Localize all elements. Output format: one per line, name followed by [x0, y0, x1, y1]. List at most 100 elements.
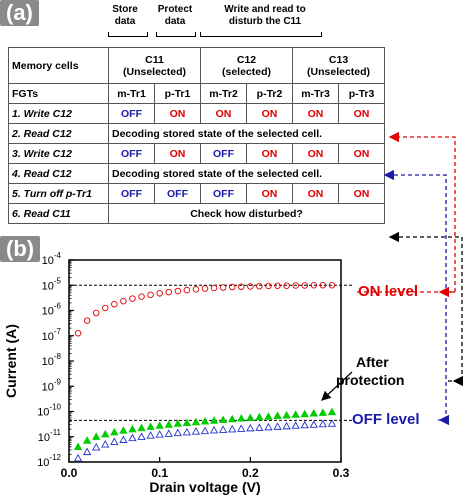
data-point — [82, 436, 92, 444]
data-point — [309, 408, 318, 417]
protection-label: protection — [336, 372, 404, 388]
data-point — [119, 426, 128, 434]
x-axis-label: Drain voltage (V) — [149, 479, 260, 495]
data-point — [237, 424, 246, 432]
data-point — [137, 432, 146, 440]
data-point — [237, 413, 246, 422]
step-row-6: 6. Read C11 Check how disturbed? — [8, 203, 386, 224]
cell-c13-header: C13 (Unselected) — [292, 47, 386, 84]
data-point — [73, 453, 83, 462]
data-point — [282, 410, 291, 419]
after-protection-pointer — [321, 371, 353, 401]
data-point — [274, 282, 281, 290]
panel-a-label: (a) — [0, 0, 39, 26]
data-point — [92, 432, 101, 440]
step-label: 5. Turn off p-Tr1 — [8, 183, 109, 204]
brace-protect — [156, 32, 196, 37]
data-point — [273, 411, 282, 419]
state-cell: ON — [338, 183, 386, 204]
data-point — [155, 421, 164, 429]
data-point — [209, 425, 219, 434]
table-header-row: Memory cells C11 (Unselected) C12 (selecte… — [8, 47, 386, 84]
data-point — [156, 290, 163, 297]
data-point — [292, 282, 299, 289]
data-point — [92, 309, 100, 317]
data-point — [73, 442, 83, 451]
data-point — [165, 288, 172, 296]
data-point — [111, 300, 118, 308]
step-row-2: 2. Read C12 Decoding stored state of the… — [8, 123, 386, 144]
data-point — [102, 304, 109, 312]
fgt-row: FGTs m-Tr1 p-Tr1 m-Tr2 p-Tr2 m-Tr3 p-Tr3 — [8, 83, 386, 104]
off-level-label: OFF level — [352, 411, 420, 428]
axes-layer: 10-410-510-610-710-810-910-1010-1110-120… — [37, 251, 353, 480]
data-point — [265, 282, 272, 290]
data-point — [174, 287, 182, 295]
data-point — [110, 427, 119, 436]
data-point — [182, 418, 192, 427]
data-point — [310, 282, 318, 289]
x-tick-label: 0.2 — [242, 466, 259, 480]
data-point — [173, 419, 182, 427]
state-cell: OFF — [108, 143, 155, 164]
data-point — [319, 282, 327, 289]
plot-frame — [68, 259, 342, 463]
state-cell: OFF — [200, 143, 248, 164]
data-point — [146, 431, 155, 439]
on-level-label: ON level — [358, 283, 418, 300]
data-point — [201, 285, 209, 292]
data-point — [246, 413, 255, 421]
data-point — [101, 439, 110, 448]
data-point — [210, 284, 218, 292]
data-point — [255, 423, 264, 431]
data-point — [191, 417, 201, 426]
data-point — [327, 419, 337, 427]
data-point — [129, 295, 136, 302]
x-tick-label: 0.0 — [61, 466, 78, 480]
data-point — [228, 414, 237, 423]
data-point — [300, 409, 309, 418]
data-point — [264, 422, 273, 431]
data-point — [173, 428, 182, 437]
brace-write-read — [200, 32, 322, 37]
y-tick-label: 10-11 — [38, 428, 62, 444]
header-store-data: Store data — [112, 4, 138, 27]
cell-c12-header: C12 (selected) — [200, 47, 294, 84]
state-cell: OFF — [108, 103, 155, 124]
fgt-m-tr3: m-Tr3 — [292, 83, 340, 104]
data-point — [256, 283, 263, 290]
data-point — [264, 412, 273, 420]
data-point — [238, 283, 245, 291]
data-point — [219, 284, 227, 291]
data-point — [120, 297, 127, 305]
data-point — [328, 282, 336, 289]
data-point — [273, 422, 282, 430]
step-row-3: 3. Write C12 OFF ON OFF ON ON ON — [8, 143, 386, 164]
data-point — [138, 293, 145, 300]
span-cell: Check how disturbed? — [107, 203, 386, 224]
data-point — [164, 429, 173, 437]
data-point — [291, 421, 300, 429]
data-point — [282, 421, 291, 430]
header-write-read: Write and read to disturb the C11 — [224, 4, 306, 27]
data-point — [318, 419, 328, 428]
data-point — [192, 286, 200, 293]
y-tick-label: 10-9 — [42, 377, 62, 393]
y-tick-label: 10-4 — [42, 251, 62, 267]
panel-b-label: (b) — [0, 236, 41, 262]
y-tick-label: 10-10 — [37, 403, 61, 419]
data-point — [191, 427, 201, 435]
y-tick-label: 10-7 — [42, 327, 62, 343]
data-point — [255, 412, 264, 421]
data-layer — [73, 282, 337, 462]
data-point — [247, 283, 254, 290]
data-point — [83, 317, 91, 324]
memory-operation-table: Memory cells C11 (Unselected) C12 (selecte… — [8, 47, 386, 224]
y-tick-label: 10-6 — [42, 302, 62, 318]
data-point — [147, 291, 154, 299]
data-point — [119, 435, 128, 443]
y-axis-label: Current (A) — [3, 324, 19, 398]
data-point — [218, 415, 228, 424]
y-tick-label: 10-5 — [42, 276, 62, 292]
